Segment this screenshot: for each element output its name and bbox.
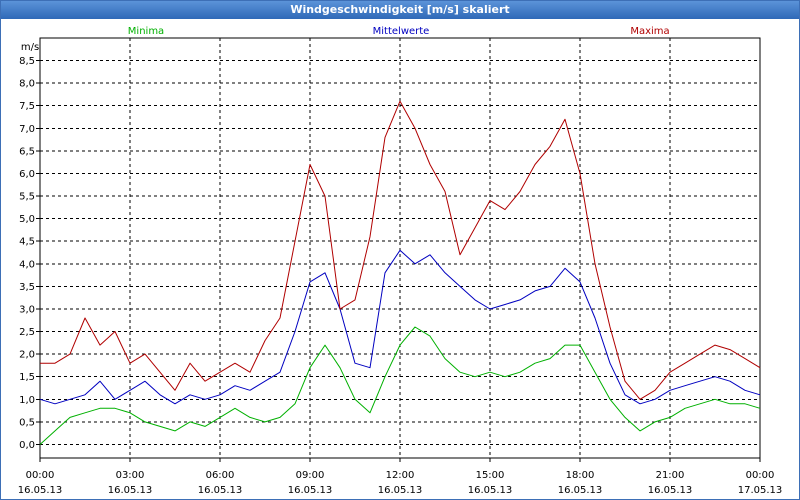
x-tick-date: 16.05.13 xyxy=(108,485,153,496)
y-tick-labels: 0,0 0,5 1,0 1,5 2,0 2,5 3,0 3,5 4,0 4,5 5,0 5,5 6,0 6… xyxy=(19,56,35,451)
legend-entry-mittelwerte: Mittelwerte xyxy=(373,26,430,37)
x-tick-time: 00:00 xyxy=(26,470,55,481)
legend: Minima Mittelwerte Maxima xyxy=(128,26,670,37)
legend-entry-maxima: Maxima xyxy=(630,26,669,37)
y-tick-label: 3,0 xyxy=(19,304,35,315)
y-tick-label: 1,5 xyxy=(19,372,35,383)
y-tick-label: 6,0 xyxy=(19,169,35,180)
series-line-maxima xyxy=(40,100,761,400)
y-tick-label: 7,0 xyxy=(19,124,35,135)
y-tick-label: 8,5 xyxy=(19,56,35,67)
y-tick-label: 2,5 xyxy=(19,327,35,338)
x-tick-time: 18:00 xyxy=(566,470,595,481)
y-tick-label: 2,0 xyxy=(19,350,35,361)
series-line-minima xyxy=(39,326,761,445)
y-tick-label: 0,0 xyxy=(19,440,35,451)
y-tick-label: 5,5 xyxy=(19,192,35,203)
series-line-mittelwerte xyxy=(39,249,761,405)
grid-lines xyxy=(40,38,760,458)
x-tick-time: 09:00 xyxy=(296,470,325,481)
axes xyxy=(36,37,761,462)
x-tick-date: 16.05.13 xyxy=(468,485,513,496)
x-tick-date: 16.05.13 xyxy=(378,485,423,496)
x-tick-time: 00:00 xyxy=(746,470,775,481)
x-tick-date: 16.05.13 xyxy=(558,485,603,496)
y-tick-label: 5,0 xyxy=(19,214,35,225)
y-axis-label: m/s xyxy=(21,42,39,53)
y-tick-label: 3,5 xyxy=(19,282,35,293)
plot-frame xyxy=(39,37,761,459)
x-tick-time: 15:00 xyxy=(476,470,505,481)
y-tick-label: 4,5 xyxy=(19,237,35,248)
y-tick-label: 8,0 xyxy=(19,79,35,90)
y-tick-label: 7,5 xyxy=(19,101,35,112)
series-lines xyxy=(39,100,761,445)
x-tick-date: 16.05.13 xyxy=(288,485,333,496)
y-tick-label: 6,5 xyxy=(19,146,35,157)
y-tick-label: 4,0 xyxy=(19,259,35,270)
x-tick-date: 16.05.13 xyxy=(648,485,693,496)
x-tick-labels: 00:00 16.05.13 03:00 16.05.13 06:00 16.05.13 0… xyxy=(18,470,783,496)
x-tick-time: 06:00 xyxy=(206,470,235,481)
x-tick-time: 12:00 xyxy=(386,470,415,481)
y-tick-label: 0,5 xyxy=(19,417,35,428)
x-tick-date: 17.05.13 xyxy=(738,485,783,496)
legend-entry-minima: Minima xyxy=(128,26,164,37)
chart-title: Windgeschwindigkeit [m/s] skaliert xyxy=(1,1,799,19)
x-tick-date: 16.05.13 xyxy=(18,485,63,496)
x-tick-date: 16.05.13 xyxy=(198,485,243,496)
x-tick-time: 03:00 xyxy=(116,470,145,481)
y-tick-label: 1,0 xyxy=(19,395,35,406)
x-tick-time: 21:00 xyxy=(656,470,685,481)
